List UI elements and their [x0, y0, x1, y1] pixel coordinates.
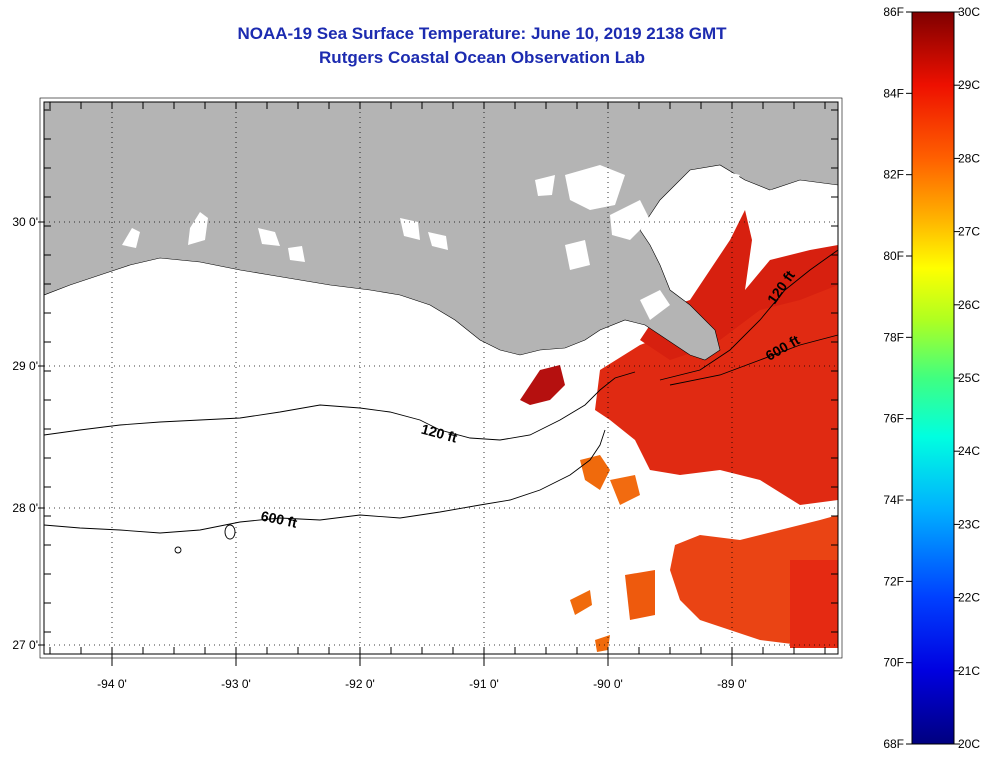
land-coast [44, 102, 838, 361]
axis-ticks [38, 102, 838, 666]
colorbar-f-label: 82F [883, 168, 904, 182]
sst-warm-region-east [595, 280, 838, 505]
sst-orange-patch-2 [610, 475, 640, 505]
lat-tick-label: 28 0' [12, 501, 38, 515]
sst-orange-patch-1 [580, 455, 610, 490]
colorbar [911, 11, 955, 745]
sst-southern-east [790, 560, 838, 648]
sst-orange-patch-3 [570, 590, 592, 615]
map-outer-frame [39, 97, 843, 659]
lon-tick-label: -89 0' [717, 677, 747, 691]
colorbar-f-label: 86F [883, 5, 904, 19]
contour-600-east [669, 334, 839, 386]
lon-tick-label: -93 0' [221, 677, 251, 691]
lon-tick-label: -91 0' [469, 677, 499, 691]
sst-data-layer [520, 200, 838, 652]
sst-orange-patch-5 [595, 635, 610, 652]
colorbar-c-label: 20C [958, 737, 980, 751]
map-area [44, 102, 838, 654]
colorbar-c-label: 29C [958, 78, 980, 92]
lon-tick-label: -92 0' [345, 677, 375, 691]
colorbar-c-label: 22C [958, 591, 980, 605]
map-frame [43, 101, 839, 655]
map-title: NOAA-19 Sea Surface Temperature: June 10… [237, 24, 727, 43]
lat-tick-label: 27 0' [12, 638, 38, 652]
lon-tick-label: -94 0' [97, 677, 127, 691]
bathymetry-contours [43, 249, 839, 554]
colorbar-c-label: 26C [958, 298, 980, 312]
colorbar-f-label: 68F [883, 737, 904, 751]
colorbar-f-label: 72F [883, 574, 904, 588]
sst-orange-patch-4 [625, 570, 655, 620]
colorbar-c-label: 21C [958, 664, 980, 678]
colorbar-f-label: 76F [883, 412, 904, 426]
contour-120-east [659, 249, 839, 381]
colorbar-c-label: 27C [958, 225, 980, 239]
colorbar-c-label: 30C [958, 5, 980, 19]
colorbar-c-label: 23C [958, 517, 980, 531]
colorbar-c-label: 24C [958, 444, 980, 458]
lat-tick-label: 29 0' [12, 359, 38, 373]
colorbar-f-label: 74F [883, 493, 904, 507]
lon-tick-label: -90 0' [593, 677, 623, 691]
map-subtitle: Rutgers Coastal Ocean Observation Lab [319, 48, 645, 67]
inland-lakes [122, 165, 838, 320]
contour-120-west [43, 371, 636, 441]
contour-islet-1 [224, 524, 236, 540]
colorbar-c-label: 25C [958, 371, 980, 385]
contour-600-west [43, 429, 606, 534]
contour-islet-2 [174, 546, 182, 554]
sst-dark-patch-west [520, 365, 565, 405]
colorbar-f-label: 80F [883, 249, 904, 263]
colorbar-f-label: 70F [883, 656, 904, 670]
contour-label: 600 ft [259, 507, 298, 530]
colorbar-f-label: 78F [883, 330, 904, 344]
lat-tick-label: 30 0' [12, 215, 38, 229]
graticule [44, 102, 838, 654]
colorbar-c-label: 28C [958, 151, 980, 165]
colorbar-f-label: 84F [883, 86, 904, 100]
